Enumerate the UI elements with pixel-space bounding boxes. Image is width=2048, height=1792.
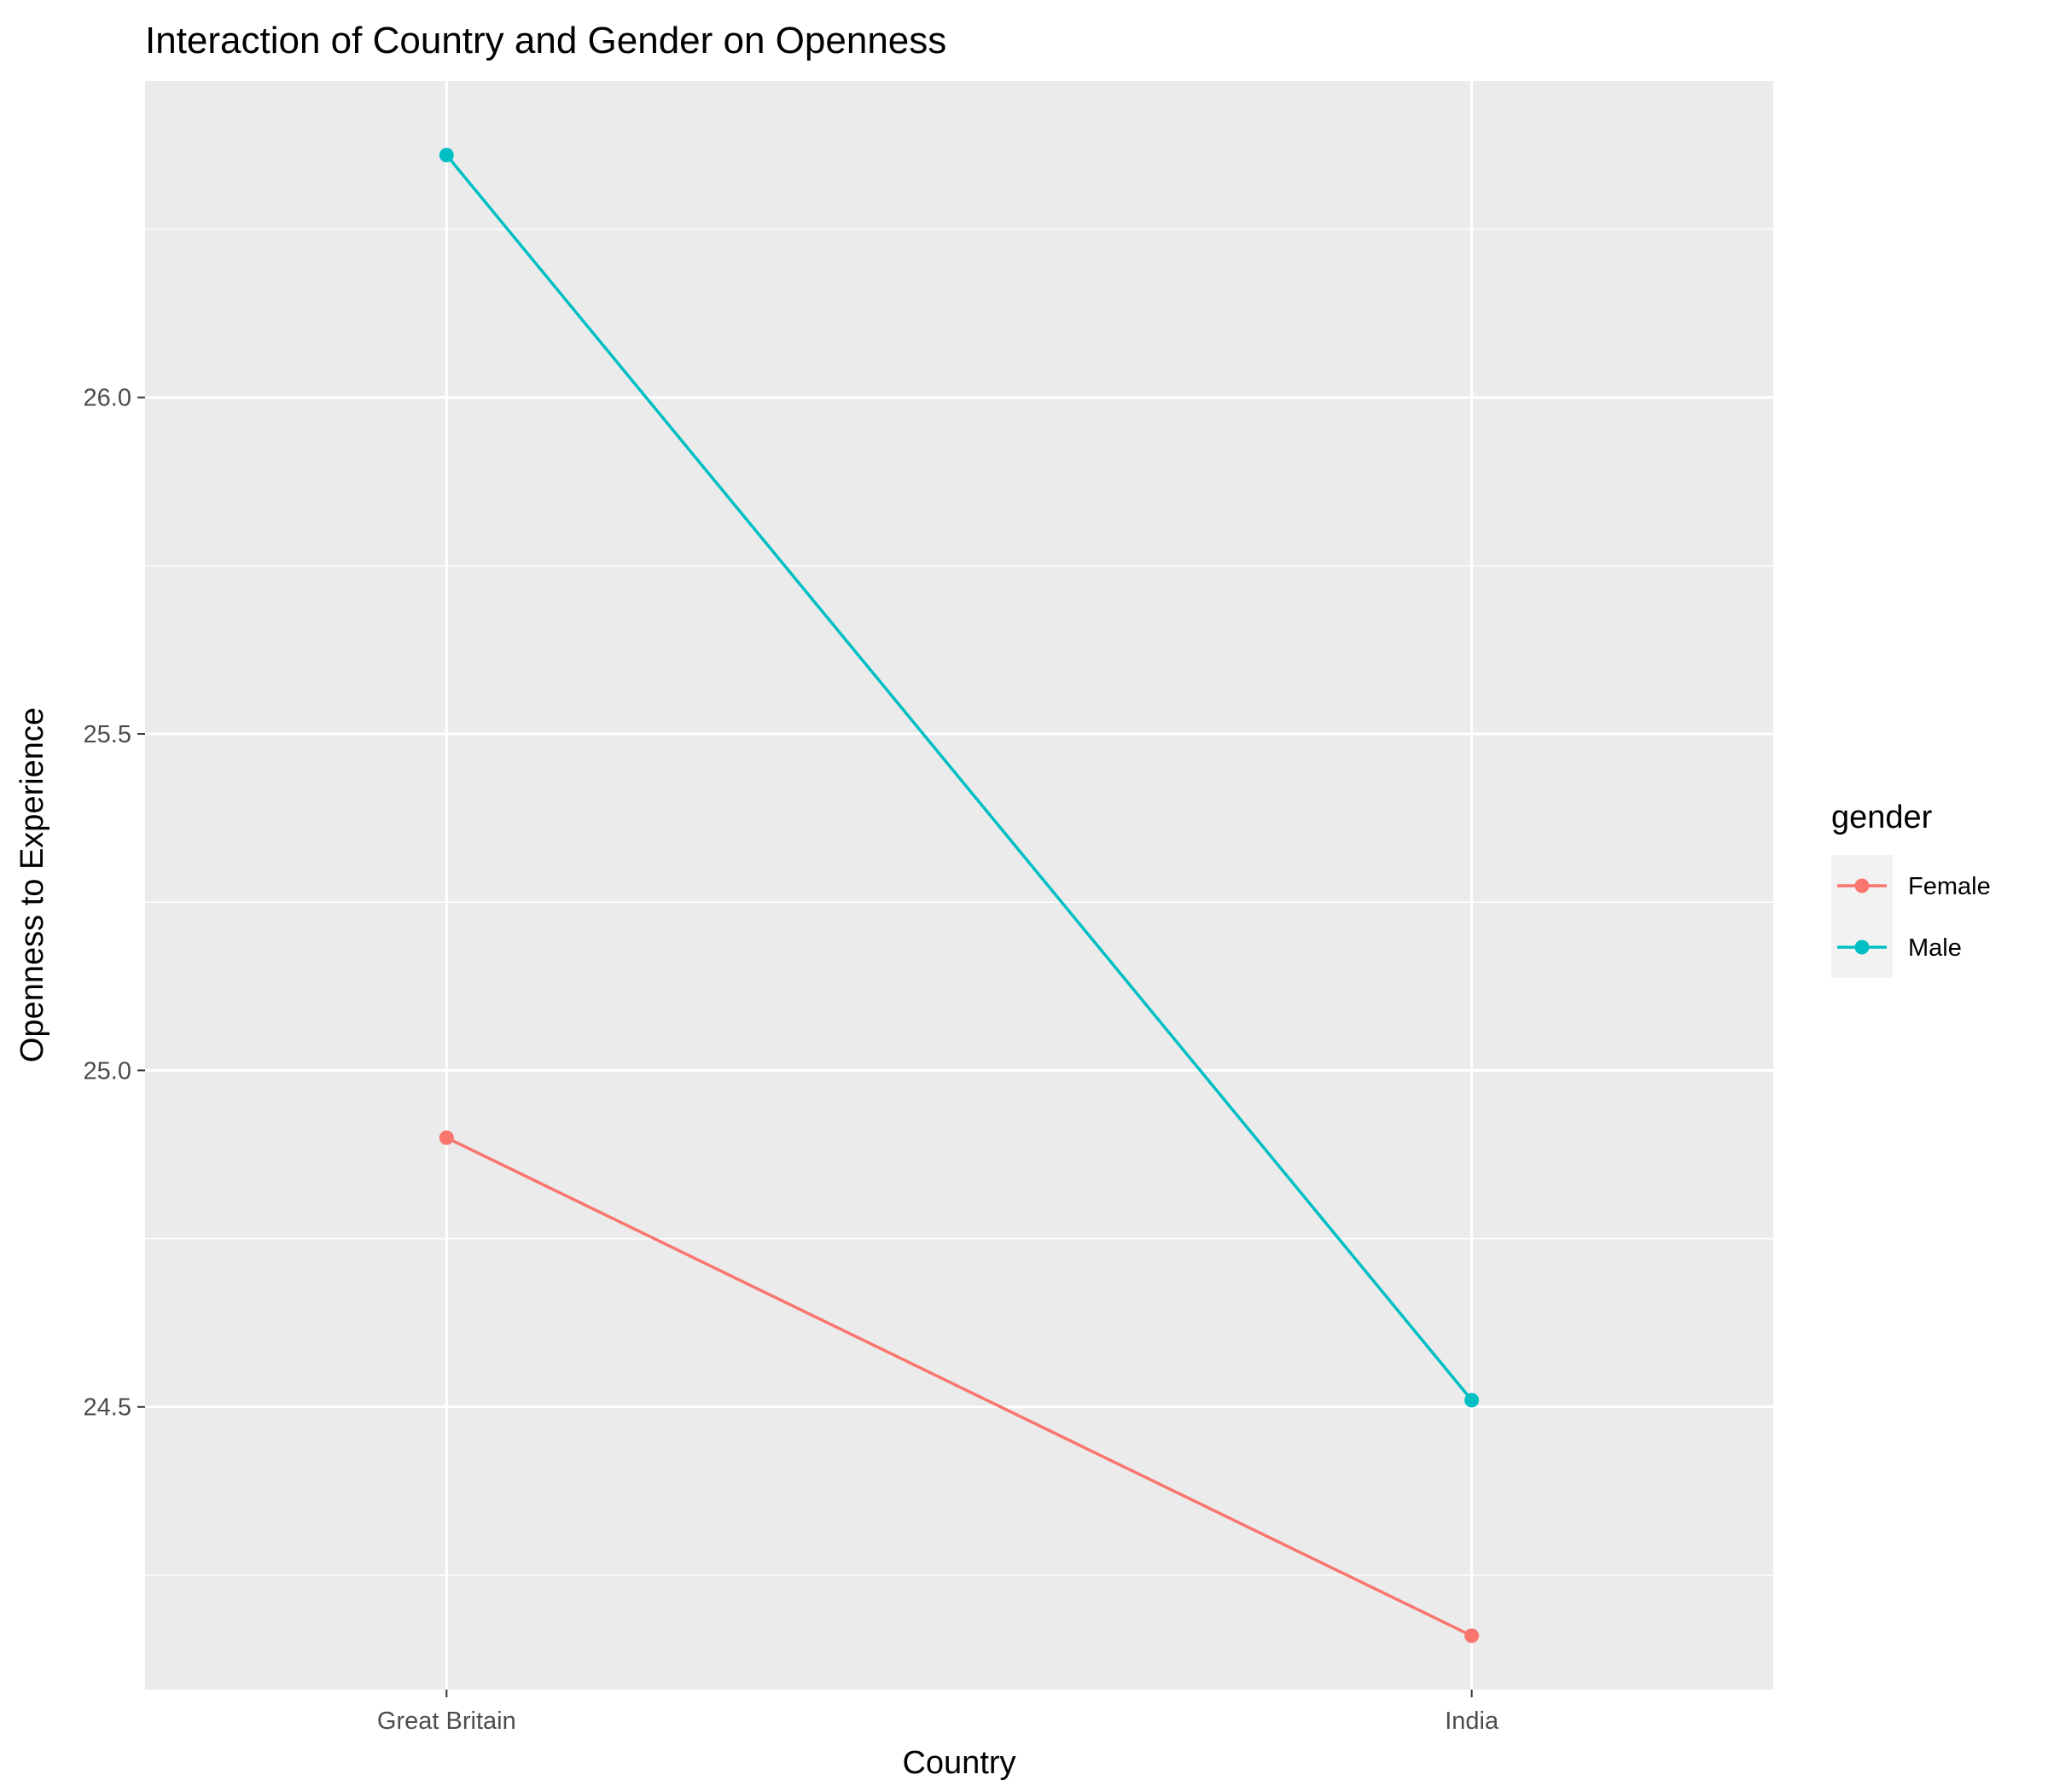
plot-panel: [145, 81, 1773, 1690]
legend-label-male: Male: [1908, 934, 1962, 962]
x-tick-label: Great Britain: [377, 1708, 516, 1735]
y-tick-label: 25.5: [84, 721, 131, 748]
y-axis: 24.5 25.0 25.5 26.0: [84, 385, 145, 1422]
legend-title: gender: [1831, 800, 1933, 835]
legend-key-point-male: [1854, 940, 1870, 955]
x-tick-label: India: [1445, 1708, 1499, 1735]
legend-label-female: Female: [1908, 873, 1991, 900]
data-point-female: [1464, 1628, 1480, 1644]
series-layer: [439, 148, 1480, 1644]
data-point-male: [439, 148, 454, 163]
y-axis-title: Openness to Experience: [15, 707, 50, 1062]
major-gridlines: [145, 81, 1773, 1690]
data-point-female: [439, 1130, 454, 1145]
legend-key-point-female: [1854, 878, 1870, 893]
x-axis: Great Britain India: [377, 1690, 1499, 1735]
x-axis-title: Country: [902, 1745, 1015, 1781]
minor-gridlines: [145, 228, 1773, 1576]
series-line-male: [445, 154, 1474, 1401]
y-tick-label: 24.5: [84, 1394, 131, 1422]
legend: gender Female Male: [1831, 800, 1991, 978]
y-tick-label: 25.0: [84, 1057, 131, 1085]
y-tick-label: 26.0: [84, 385, 131, 412]
series-line-female: [445, 1136, 1473, 1638]
chart-title: Interaction of Country and Gender on Ope…: [145, 20, 946, 61]
data-point-male: [1464, 1393, 1480, 1408]
